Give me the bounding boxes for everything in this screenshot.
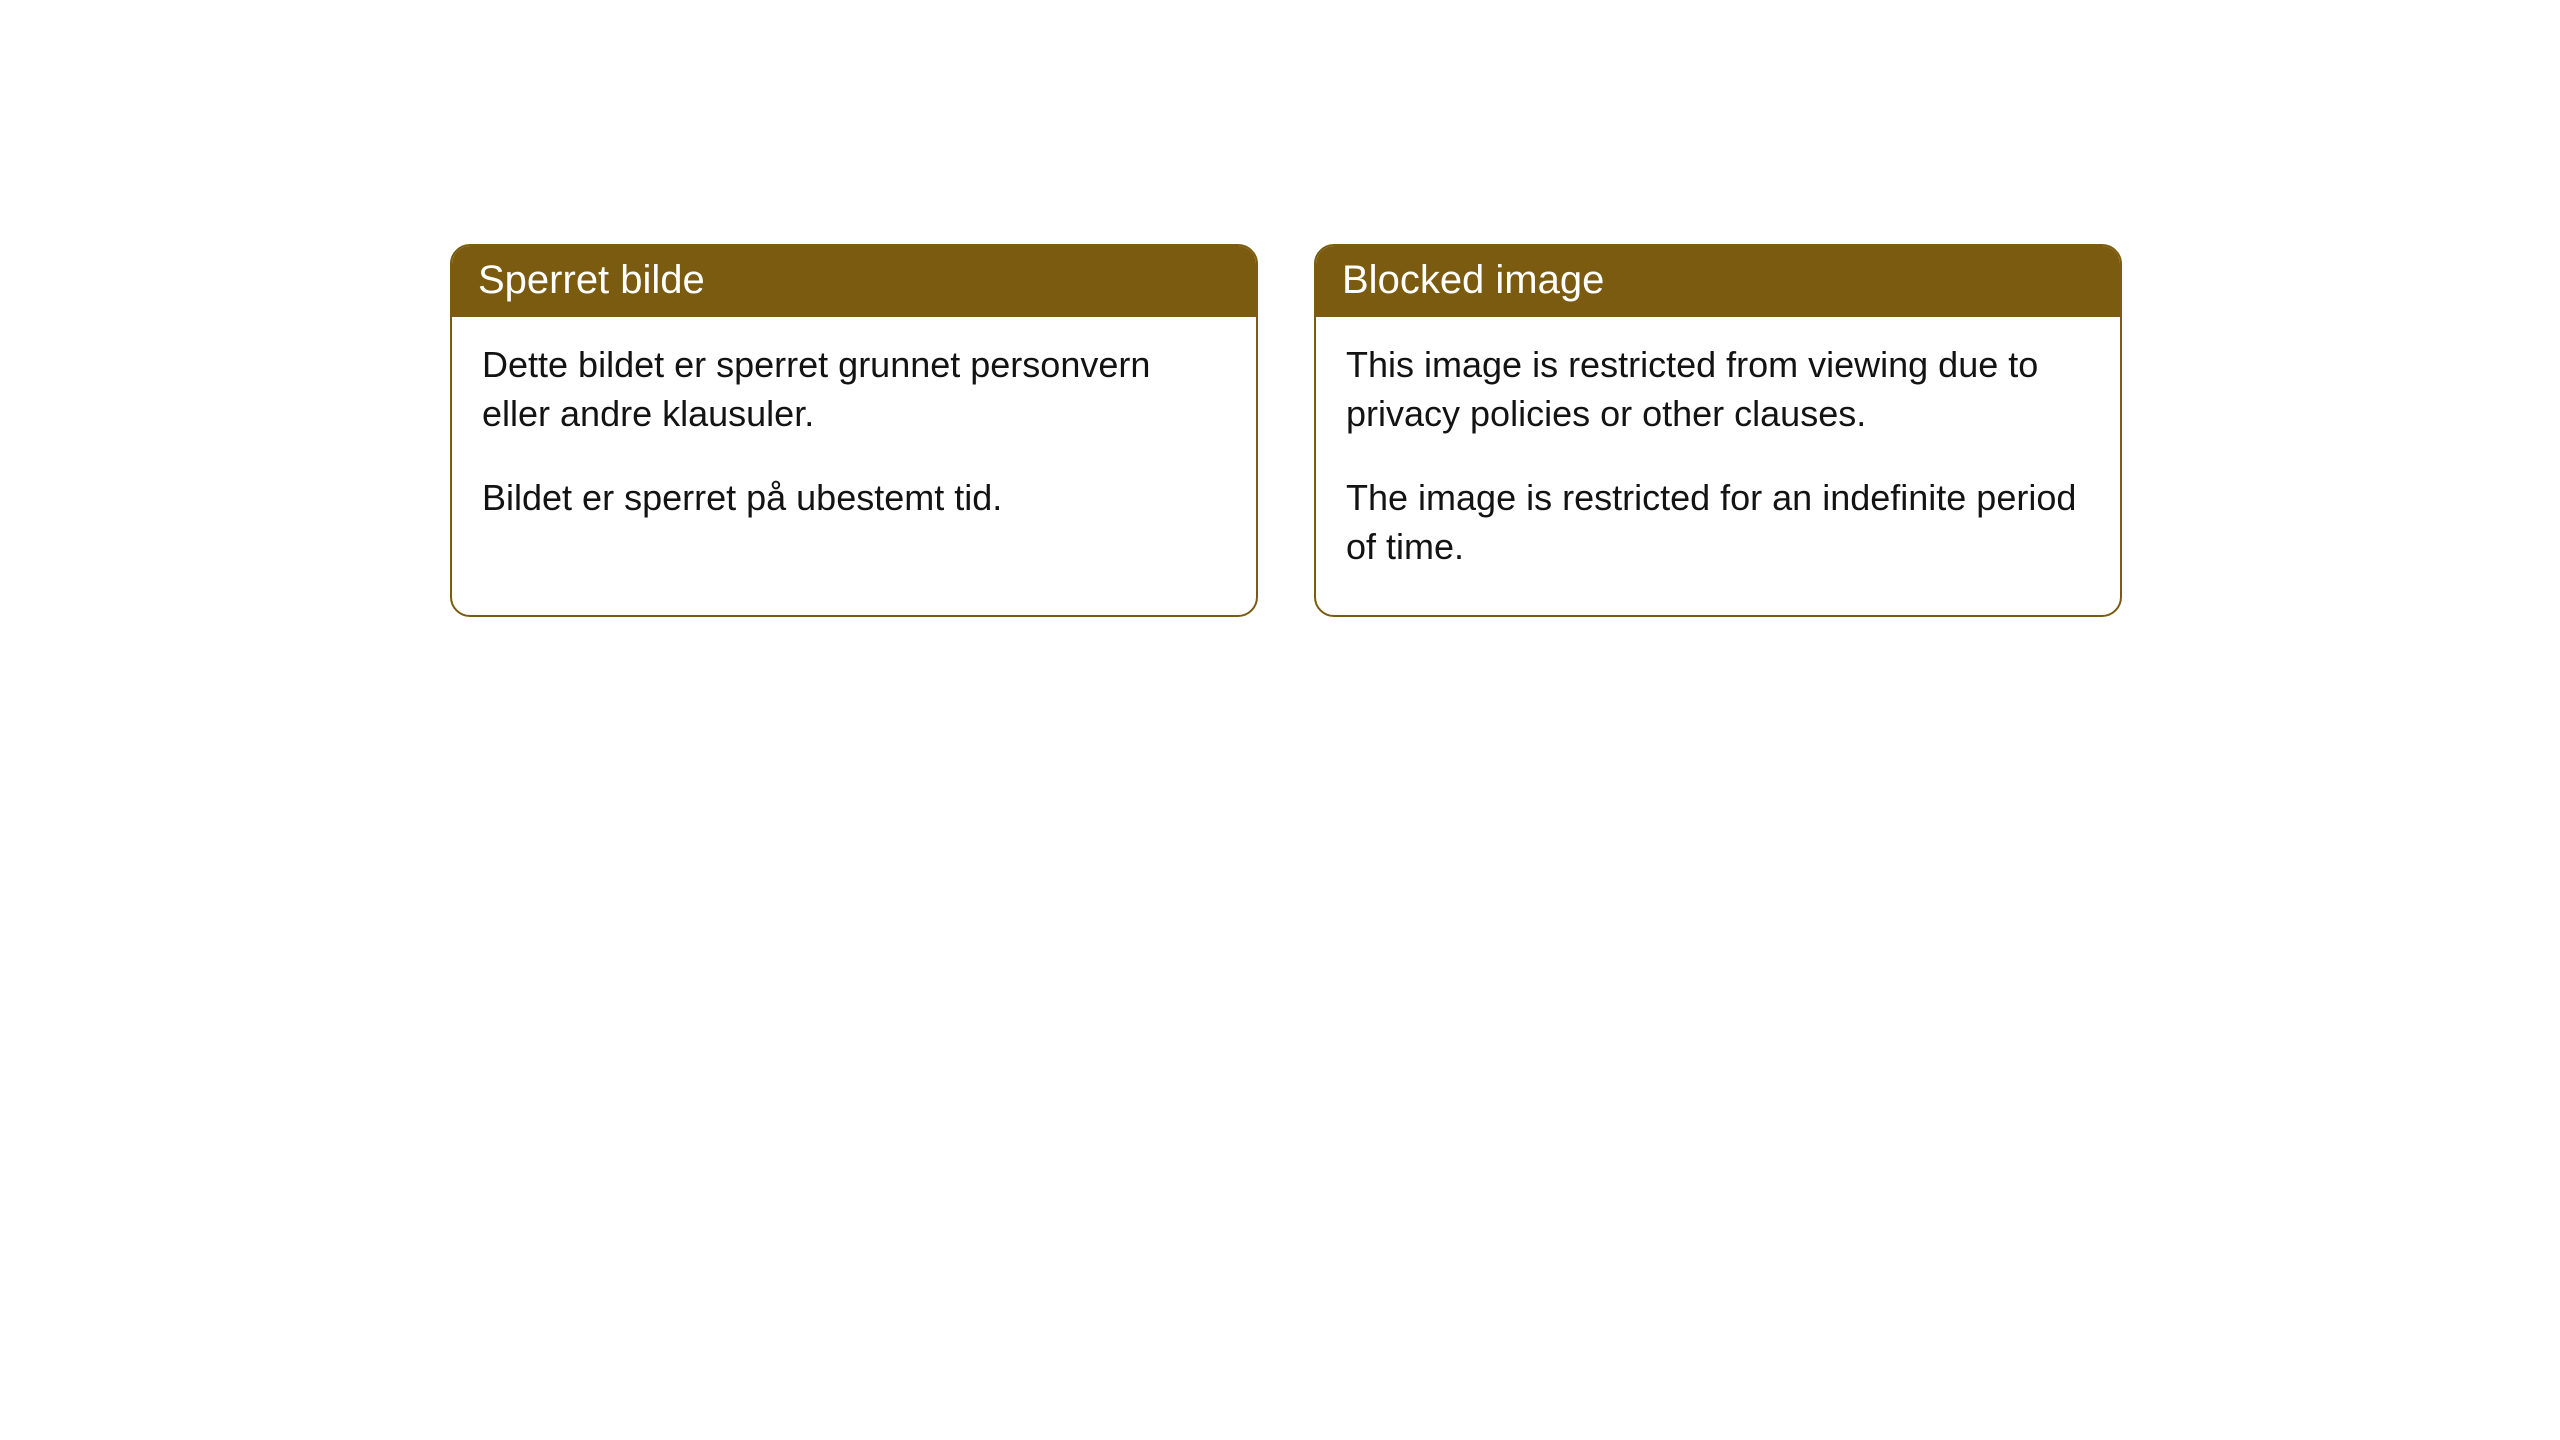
card-body-no: Dette bildet er sperret grunnet personve… xyxy=(452,317,1256,567)
card-paragraph: Bildet er sperret på ubestemt tid. xyxy=(482,474,1226,523)
card-paragraph: This image is restricted from viewing du… xyxy=(1346,341,2090,438)
notice-cards-container: Sperret bilde Dette bildet er sperret gr… xyxy=(0,0,2560,617)
blocked-image-card-no: Sperret bilde Dette bildet er sperret gr… xyxy=(450,244,1258,617)
blocked-image-card-en: Blocked image This image is restricted f… xyxy=(1314,244,2122,617)
card-paragraph: The image is restricted for an indefinit… xyxy=(1346,474,2090,571)
card-body-en: This image is restricted from viewing du… xyxy=(1316,317,2120,615)
card-paragraph: Dette bildet er sperret grunnet personve… xyxy=(482,341,1226,438)
card-title-en: Blocked image xyxy=(1316,246,2120,317)
card-title-no: Sperret bilde xyxy=(452,246,1256,317)
